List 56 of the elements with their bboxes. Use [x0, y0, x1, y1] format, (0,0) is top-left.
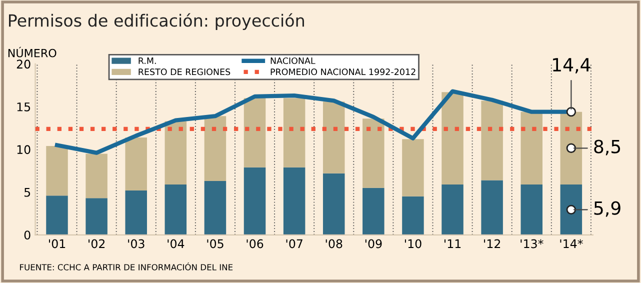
bar: [204, 181, 226, 235]
chart-title: Permisos de edificación: proyección: [9, 13, 304, 30]
y-axis-title: NÚMERO: [8, 46, 56, 58]
y-tick-label: 5: [24, 188, 30, 197]
y-tick-label: 15: [17, 102, 30, 112]
bar: [46, 196, 68, 235]
y-tick-label: 20: [16, 60, 30, 69]
bar: [481, 100, 503, 180]
x-tick-label: '11: [444, 239, 461, 248]
bar: [402, 196, 424, 235]
annotation: 8,5: [594, 140, 620, 156]
bar: [560, 184, 582, 235]
annotation: 5,9: [594, 201, 620, 217]
x-tick-label: '08: [326, 239, 342, 248]
bar: [402, 139, 424, 196]
legend-label: NACIONAL: [270, 57, 316, 64]
bar: [244, 167, 266, 235]
bar: [125, 190, 147, 235]
x-tick-label: '04: [168, 239, 184, 248]
bar: [164, 184, 187, 235]
bar: [520, 184, 542, 235]
bar: [442, 92, 464, 184]
legend-label: RESTO DE REGIONES: [138, 68, 230, 76]
bar: [164, 121, 187, 184]
x-tick-label: '07: [286, 239, 302, 248]
bar: [86, 154, 108, 198]
bar: [442, 184, 464, 235]
x-tick-label: '02: [88, 239, 105, 248]
x-tick-label: '09: [365, 239, 382, 248]
bar: [362, 188, 384, 235]
x-tick-label: '06: [246, 239, 264, 248]
x-tick-label: '12: [484, 239, 500, 248]
x-tick-label: '01: [49, 239, 66, 248]
legend-label: PROMEDIO NACIONAL 1992-2012: [270, 68, 416, 76]
x-tick-label: '14*: [560, 239, 583, 248]
bar: [283, 98, 306, 168]
bar: [204, 116, 226, 182]
bar: [322, 173, 345, 235]
annotation: 14,4: [553, 58, 590, 74]
y-tick-label: 10: [17, 145, 30, 154]
bar: [362, 118, 384, 188]
legend-label: R.M.: [138, 58, 156, 64]
bar: [283, 167, 306, 235]
bar: [520, 112, 542, 184]
y-tick-label: 0: [24, 230, 30, 240]
bar: [322, 102, 345, 174]
bar: [86, 198, 108, 235]
bar: [125, 137, 147, 190]
x-tick-label: '03: [128, 239, 144, 248]
bar: [244, 98, 266, 168]
x-tick-label: '05: [207, 239, 224, 248]
x-tick-label: '10: [404, 239, 422, 248]
x-tick-label: '13*: [520, 239, 544, 248]
source-note: FUENTE: CCHC A PARTIR DE INFORMACIÓN DEL INE: [20, 262, 233, 270]
bar: [481, 180, 503, 235]
bar: [46, 146, 68, 196]
